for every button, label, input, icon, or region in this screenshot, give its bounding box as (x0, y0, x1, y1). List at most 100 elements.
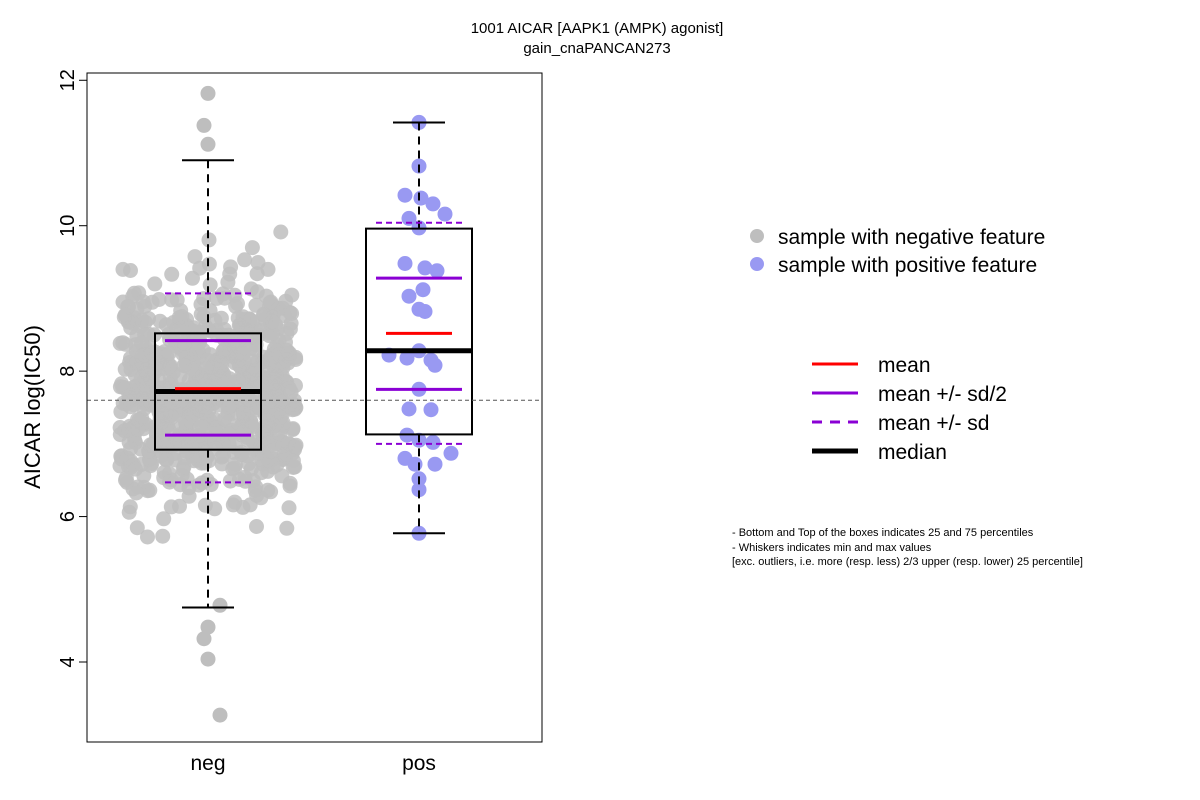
point-neg (230, 296, 245, 311)
point-neg (220, 274, 236, 290)
point-neg (242, 312, 258, 328)
point-neg (268, 381, 284, 397)
point-neg (135, 294, 151, 310)
point-neg (281, 380, 297, 396)
point-neg (173, 320, 189, 336)
point-neg (207, 412, 223, 427)
point-neg (130, 412, 145, 428)
point-neg (288, 349, 304, 365)
point-pos (411, 482, 427, 498)
point-neg (255, 444, 271, 460)
point-neg (207, 441, 223, 456)
point-neg (152, 419, 168, 435)
y-tick-label-4: 4 (57, 656, 79, 667)
point-neg (133, 335, 149, 351)
point-neg (140, 529, 155, 545)
note-line-3: [exc. outliers, i.e. more (resp. less) 2… (732, 556, 1083, 568)
stats-layer (87, 121, 542, 609)
notes: - Bottom and Top of the boxes indicates … (732, 527, 1083, 568)
point-neg (202, 277, 218, 293)
point-neg (121, 504, 137, 520)
category-label-pos: pos (402, 752, 436, 775)
point-neg (284, 306, 300, 321)
point-neg (221, 371, 237, 387)
legend-label-sd: mean +/- sd (878, 412, 989, 435)
legend-marker-positive (750, 257, 764, 271)
category-label-neg: neg (190, 752, 225, 775)
legend-lines: mean mean +/- sd/2 mean +/- sd median (812, 354, 1007, 464)
point-neg (252, 400, 268, 416)
point-neg (253, 465, 269, 481)
point-neg-outlier (212, 707, 228, 723)
point-neg (137, 347, 152, 363)
point-neg (218, 346, 233, 362)
point-neg (271, 347, 287, 363)
point-neg (159, 452, 175, 468)
point-neg (178, 415, 194, 431)
point-neg (118, 336, 134, 352)
point-neg (215, 286, 231, 302)
point-neg (269, 457, 285, 473)
legend-label-mean: mean (878, 354, 931, 377)
point-pos (427, 357, 443, 373)
point-neg (285, 402, 301, 418)
point-pos (425, 196, 441, 212)
point-neg (127, 461, 143, 477)
y-axis-label: AICAR log(IC50) (20, 325, 45, 489)
legend-points: sample with negative feature sample with… (750, 226, 1045, 277)
point-pos (397, 256, 413, 271)
point-neg (278, 293, 294, 309)
point-pos (415, 282, 431, 298)
point-neg (213, 310, 229, 326)
point-pos (399, 350, 415, 366)
point-neg (142, 452, 157, 468)
legend-label-positive: sample with positive feature (778, 254, 1037, 277)
point-neg (164, 266, 180, 282)
y-axis: 4 6 8 10 12 (57, 69, 88, 668)
point-neg (198, 361, 214, 376)
point-neg (236, 370, 251, 386)
point-neg (176, 358, 192, 374)
point-neg (262, 370, 277, 386)
y-tick-label-10: 10 (57, 215, 79, 237)
point-neg (163, 499, 179, 515)
point-neg (117, 380, 133, 396)
point-neg (222, 473, 238, 489)
point-neg (115, 261, 131, 277)
point-neg (248, 479, 264, 495)
point-neg-outlier (200, 619, 216, 635)
legend-marker-negative (750, 229, 764, 243)
point-neg (240, 448, 256, 464)
point-pos (425, 434, 441, 450)
point-neg (263, 294, 279, 310)
point-neg (151, 292, 167, 307)
point-neg (156, 511, 172, 527)
point-pos (397, 187, 413, 203)
box-pos (365, 227, 473, 436)
legend-label-negative: sample with negative feature (778, 226, 1045, 249)
point-neg (123, 441, 139, 457)
point-neg (197, 497, 213, 513)
point-neg (129, 520, 145, 536)
point-neg (255, 427, 271, 442)
point-neg (117, 361, 133, 377)
point-neg (249, 519, 264, 534)
point-neg (268, 317, 284, 333)
point-neg (147, 276, 163, 292)
point-neg-outlier (200, 651, 216, 667)
point-neg (117, 307, 133, 323)
point-neg (227, 494, 243, 510)
point-neg (220, 399, 236, 415)
point-neg (274, 368, 290, 384)
point-pos (401, 288, 417, 304)
points-layer (112, 85, 459, 723)
point-neg (282, 478, 298, 494)
point-pos (417, 304, 433, 319)
point-neg-outlier (200, 85, 216, 101)
point-neg (187, 249, 203, 265)
point-pos (423, 402, 439, 418)
point-neg (266, 409, 282, 424)
point-neg (163, 358, 179, 374)
point-neg (227, 460, 243, 476)
point-pos (437, 206, 453, 222)
